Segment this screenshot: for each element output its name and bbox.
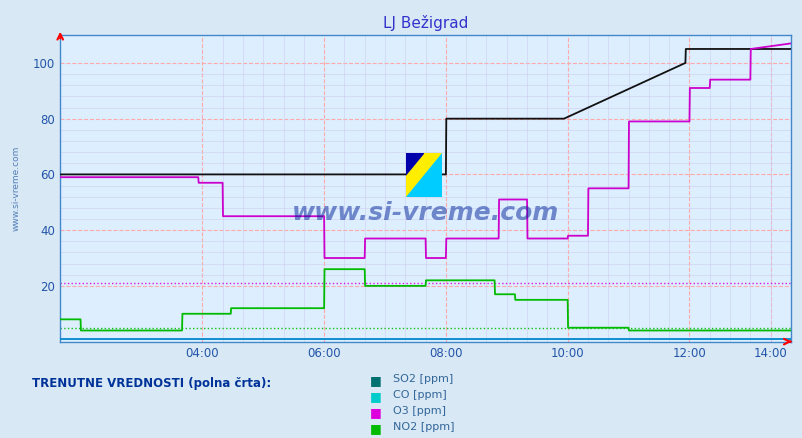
Text: TRENUTNE VREDNOSTI (polna črta):: TRENUTNE VREDNOSTI (polna črta): [32, 377, 271, 390]
Text: www.si-vreme.com: www.si-vreme.com [292, 201, 558, 225]
Polygon shape [405, 153, 423, 175]
Text: O3 [ppm]: O3 [ppm] [393, 406, 446, 416]
Polygon shape [405, 153, 441, 197]
Text: SO2 [ppm]: SO2 [ppm] [393, 374, 453, 385]
Text: ■: ■ [369, 374, 381, 388]
Text: ■: ■ [369, 406, 381, 419]
Text: CO [ppm]: CO [ppm] [393, 390, 447, 400]
Text: NO2 [ppm]: NO2 [ppm] [393, 422, 455, 432]
Text: ■: ■ [369, 390, 381, 403]
Title: LJ Bežigrad: LJ Bežigrad [383, 15, 468, 31]
Text: ■: ■ [369, 422, 381, 435]
Text: www.si-vreme.com: www.si-vreme.com [12, 146, 21, 231]
Polygon shape [405, 153, 441, 197]
